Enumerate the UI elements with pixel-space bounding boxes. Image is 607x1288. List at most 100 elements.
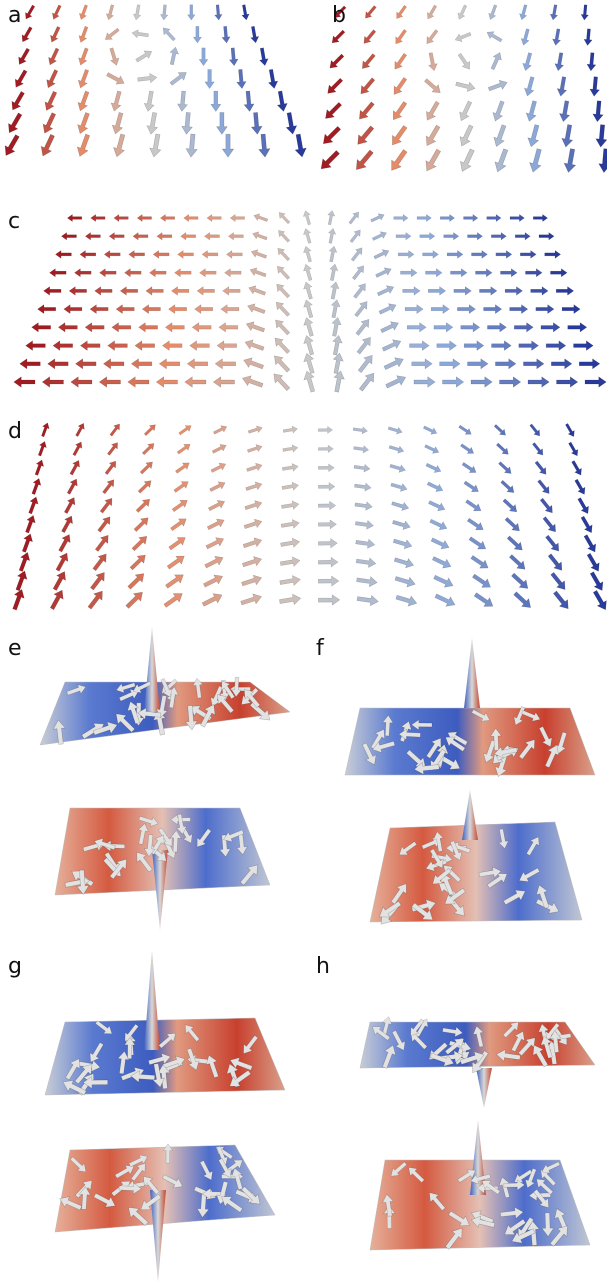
spike — [462, 790, 478, 840]
arrow — [236, 69, 247, 90]
arrow — [176, 813, 187, 835]
arrow — [461, 462, 477, 473]
arrow — [90, 572, 105, 591]
arrow — [130, 358, 153, 370]
arrow — [217, 694, 235, 714]
arrow — [388, 445, 405, 454]
arrow — [174, 268, 192, 278]
arrow — [303, 317, 314, 337]
arrow — [533, 214, 548, 222]
arrow — [246, 462, 263, 472]
arrow — [79, 340, 101, 351]
arrow — [318, 538, 338, 549]
arrow — [395, 594, 418, 607]
arrow — [544, 250, 561, 259]
arrow — [166, 555, 185, 570]
arrow — [541, 1212, 555, 1238]
arrow — [171, 286, 190, 296]
arrow — [102, 479, 115, 495]
arrow — [495, 250, 513, 259]
arrow — [370, 213, 385, 223]
arrow — [211, 444, 227, 454]
arrow — [186, 358, 209, 370]
arrow — [281, 500, 300, 510]
arrow — [47, 358, 69, 370]
arrow — [433, 322, 454, 333]
arrow — [482, 739, 497, 764]
arrow — [327, 210, 336, 226]
arrow — [506, 535, 523, 551]
arrow — [486, 873, 508, 889]
arrow — [559, 100, 571, 123]
arrow — [525, 268, 543, 278]
arrow — [539, 497, 553, 514]
arrow — [320, 150, 340, 170]
arrow — [498, 828, 509, 849]
arrow — [218, 322, 239, 333]
arrow — [419, 232, 436, 241]
arrow — [556, 376, 579, 388]
arrow — [444, 1038, 465, 1055]
arrow — [556, 76, 568, 97]
arrow — [135, 498, 151, 513]
arrow — [393, 77, 408, 95]
arrow — [282, 463, 299, 472]
arrow — [353, 445, 370, 454]
arrow — [519, 4, 528, 21]
arrow — [422, 250, 439, 259]
arrow — [192, 26, 202, 44]
arrow — [164, 322, 185, 333]
arrow — [221, 26, 231, 44]
arrow — [459, 124, 474, 147]
arrow — [397, 250, 415, 259]
arrow — [355, 519, 374, 530]
arrow — [130, 1162, 146, 1182]
arrow — [94, 534, 109, 552]
arrow — [158, 1033, 176, 1049]
arrow — [93, 837, 116, 851]
arrow — [356, 337, 371, 355]
arrow — [245, 321, 266, 333]
arrow — [70, 376, 93, 388]
arrow — [79, 250, 97, 259]
arrow — [277, 266, 291, 280]
surface — [54, 1144, 276, 1233]
arrow — [72, 441, 83, 457]
arrow — [130, 1070, 156, 1083]
arrow — [396, 5, 407, 19]
arrow — [139, 461, 153, 475]
arrow — [381, 339, 402, 352]
arrow — [547, 553, 563, 571]
arrow — [250, 25, 260, 44]
arrow — [275, 319, 291, 336]
arrow — [48, 47, 60, 66]
arrow — [391, 149, 408, 171]
arrow — [99, 268, 117, 278]
arrow — [220, 304, 240, 315]
arrow — [424, 444, 440, 454]
arrow — [206, 518, 225, 531]
arrow — [250, 249, 268, 259]
arrow — [156, 232, 173, 241]
arrow — [390, 482, 408, 492]
arrow — [25, 340, 46, 351]
arrow — [470, 555, 489, 569]
arrow — [273, 373, 291, 392]
arrow — [160, 4, 169, 21]
arrow — [356, 576, 378, 588]
arrow — [427, 4, 437, 20]
arrow — [471, 709, 491, 722]
arrow — [75, 423, 85, 437]
arrow — [360, 77, 376, 95]
arrow — [322, 125, 342, 145]
arrow — [129, 554, 146, 571]
arrow — [372, 231, 387, 241]
arrow — [15, 570, 28, 592]
arrow — [394, 53, 408, 70]
arrow — [511, 572, 529, 589]
arrow — [66, 684, 87, 696]
arrow — [89, 304, 109, 315]
arrow — [43, 286, 62, 296]
arrow — [243, 1035, 259, 1054]
arrow — [69, 1156, 87, 1173]
